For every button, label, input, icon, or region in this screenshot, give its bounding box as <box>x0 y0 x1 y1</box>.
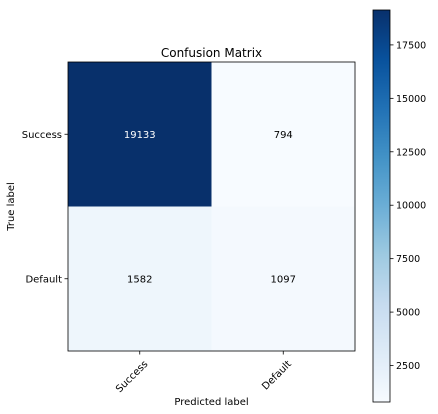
colorbar-tick-label: 15000 <box>396 94 426 105</box>
colorbar-tick-label: 7500 <box>396 254 420 265</box>
colorbar <box>373 10 390 402</box>
x-ticks: Success Default <box>114 351 294 395</box>
colorbar-tick-label: 2500 <box>396 361 420 372</box>
y-tick-label: Success <box>22 130 62 141</box>
heatmap-cells <box>68 62 356 352</box>
x-tick-label: Success <box>114 359 150 395</box>
colorbar-ticks: 2500 5000 7500 10000 12500 15000 17500 <box>390 40 426 372</box>
colorbar-tick-label: 17500 <box>396 40 426 51</box>
colorbar-tick-label: 12500 <box>396 147 426 158</box>
cell-value-label: 1097 <box>271 274 296 285</box>
colorbar-tick-label: 10000 <box>396 201 426 212</box>
y-axis-label: True label <box>6 182 17 232</box>
cell-value-label: 19133 <box>124 130 156 141</box>
cell-value-label: 794 <box>274 130 293 141</box>
x-tick-label: Default <box>260 359 294 393</box>
chart-title: Confusion Matrix <box>161 46 262 60</box>
colorbar-tick-label: 5000 <box>396 308 420 319</box>
y-ticks: Success Default <box>22 130 68 286</box>
cell-value-label: 1582 <box>127 274 152 285</box>
y-tick-label: Default <box>25 274 62 285</box>
x-axis-label: Predicted label <box>174 397 248 408</box>
